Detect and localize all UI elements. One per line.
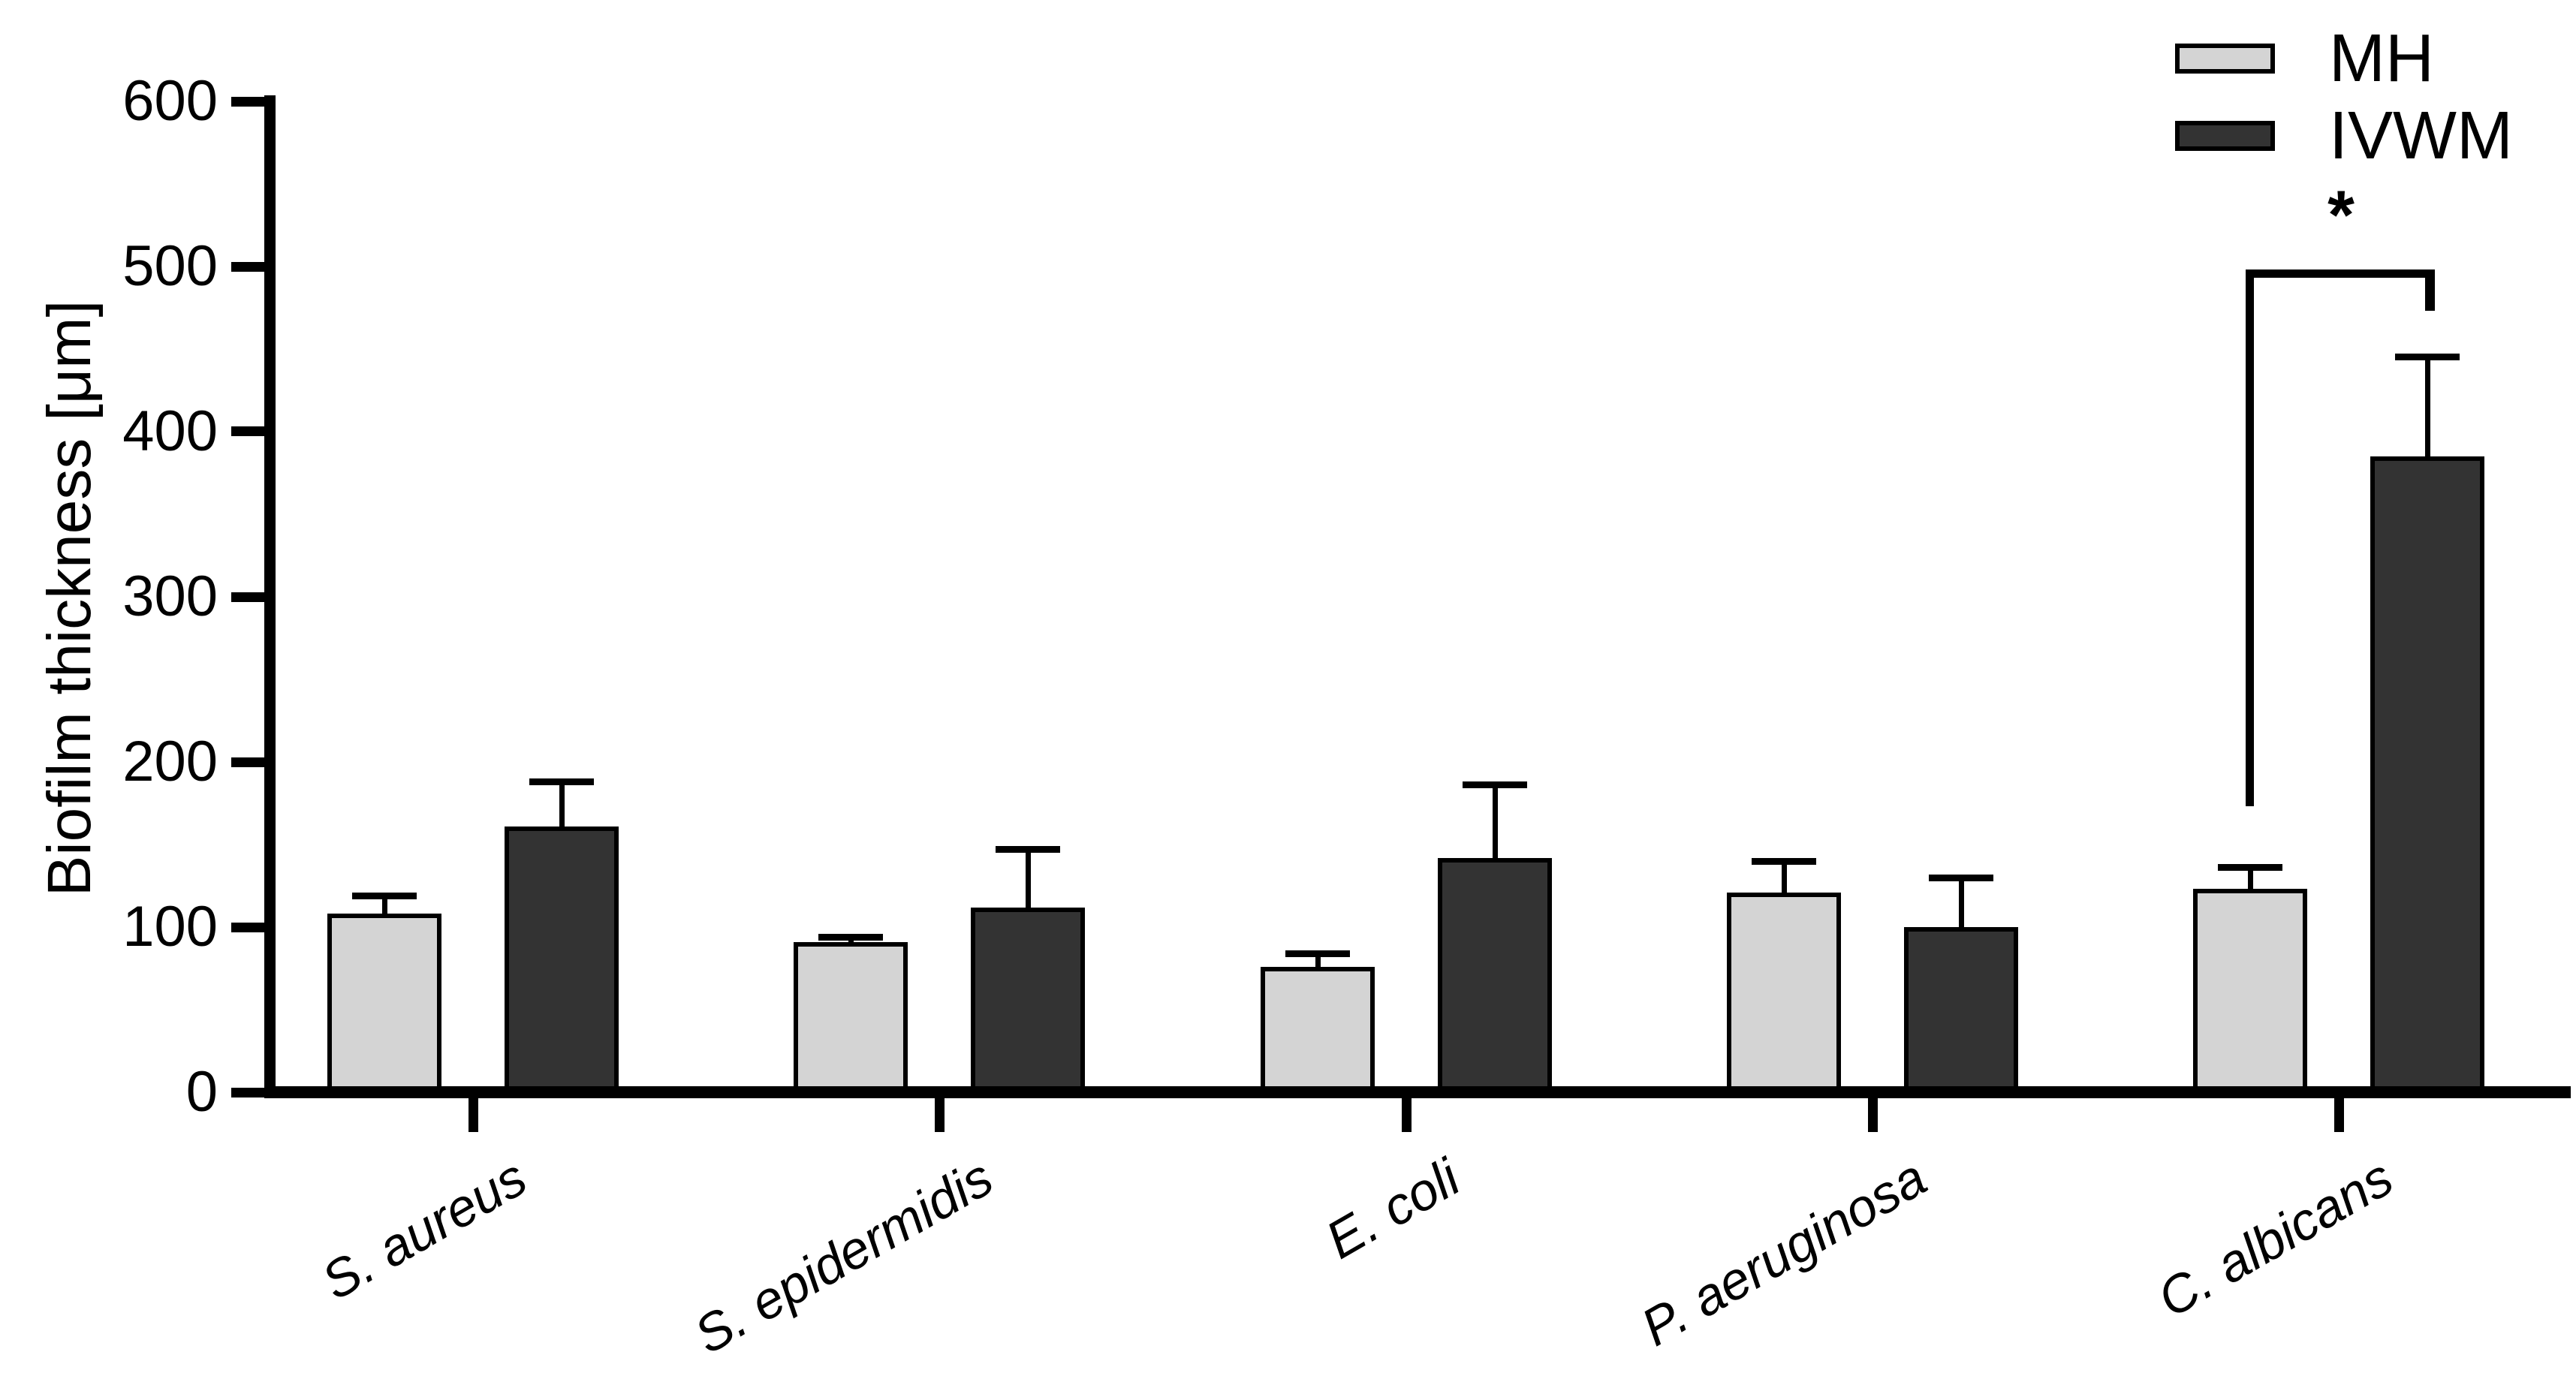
x-tick bbox=[469, 1098, 478, 1132]
bar-mh-s-epidermidis bbox=[794, 942, 908, 1095]
x-tick bbox=[2334, 1098, 2344, 1132]
y-tick-label: 300 bbox=[122, 565, 218, 628]
x-tick bbox=[1868, 1098, 1878, 1132]
y-tick-label: 200 bbox=[122, 730, 218, 793]
bar-ivwm-s-epidermidis bbox=[971, 908, 1085, 1095]
bar-ivwm-e-coli bbox=[1438, 858, 1552, 1095]
y-tick bbox=[231, 426, 273, 436]
error-bar-cap-mh-e-coli bbox=[1285, 950, 1350, 957]
x-category-label: C. albicans bbox=[2147, 1147, 2403, 1329]
error-bar-stem-ivwm-s-aureus bbox=[559, 781, 565, 833]
x-category-label: S. epidermidis bbox=[685, 1147, 1003, 1365]
error-bar-cap-mh-p-aeruginosa bbox=[1752, 858, 1816, 865]
bar-mh-p-aeruginosa bbox=[1727, 893, 1841, 1095]
error-bar-stem-ivwm-p-aeruginosa bbox=[1959, 878, 1964, 935]
y-tick-label: 0 bbox=[185, 1060, 218, 1124]
y-tick-label: 400 bbox=[122, 399, 218, 463]
error-bar-stem-ivwm-s-epidermidis bbox=[1026, 850, 1031, 915]
bar-ivwm-p-aeruginosa bbox=[1904, 927, 2018, 1095]
legend-swatch-mh bbox=[2175, 44, 2275, 74]
x-tick bbox=[1402, 1098, 1412, 1132]
y-tick bbox=[231, 923, 273, 932]
bar-mh-e-coli bbox=[1261, 967, 1375, 1095]
error-bar-cap-ivwm-s-epidermidis bbox=[996, 846, 1060, 853]
significance-bracket-right-drop bbox=[2425, 269, 2435, 311]
x-category-label: P. aeruginosa bbox=[1631, 1147, 1936, 1357]
bar-mh-c-albicans bbox=[2193, 889, 2307, 1095]
significance-bracket-horizontal bbox=[2246, 269, 2435, 278]
x-category-label: E. coli bbox=[1316, 1147, 1470, 1270]
error-bar-stem-mh-s-aureus bbox=[382, 896, 387, 921]
error-bar-cap-ivwm-p-aeruginosa bbox=[1929, 875, 1993, 881]
error-bar-cap-ivwm-e-coli bbox=[1463, 781, 1527, 788]
bar-mh-s-aureus bbox=[327, 914, 441, 1095]
error-bar-cap-mh-s-aureus bbox=[352, 893, 417, 899]
bar-ivwm-s-aureus bbox=[505, 827, 619, 1095]
error-bar-stem-ivwm-c-albicans bbox=[2425, 357, 2430, 464]
error-bar-cap-mh-s-epidermidis bbox=[818, 934, 883, 941]
legend-swatch-ivwm bbox=[2175, 121, 2275, 151]
error-bar-stem-mh-p-aeruginosa bbox=[1782, 861, 1787, 900]
y-tick bbox=[231, 592, 273, 602]
error-bar-cap-ivwm-s-aureus bbox=[529, 778, 594, 785]
y-tick bbox=[231, 1088, 273, 1097]
error-bar-stem-ivwm-e-coli bbox=[1493, 785, 1498, 866]
x-category-label: S. aureus bbox=[312, 1147, 537, 1311]
bar-ivwm-c-albicans bbox=[2370, 456, 2484, 1095]
y-tick-label: 500 bbox=[122, 234, 218, 298]
significance-asterisk: * bbox=[2327, 177, 2355, 254]
error-bar-cap-mh-c-albicans bbox=[2218, 864, 2282, 871]
error-bar-cap-ivwm-c-albicans bbox=[2395, 354, 2460, 360]
error-bar-stem-mh-e-coli bbox=[1315, 953, 1321, 974]
legend-label-ivwm: IVWM bbox=[2329, 98, 2513, 173]
significance-bracket-left-drop bbox=[2246, 269, 2254, 806]
y-tick-label: 100 bbox=[122, 895, 218, 959]
error-bar-stem-mh-c-albicans bbox=[2248, 868, 2253, 897]
y-tick bbox=[231, 262, 273, 272]
x-tick bbox=[935, 1098, 945, 1132]
x-axis-baseline bbox=[264, 1086, 2571, 1098]
y-tick bbox=[231, 757, 273, 767]
legend-label-mh: MH bbox=[2329, 21, 2434, 96]
y-tick-label: 600 bbox=[122, 69, 218, 133]
y-tick bbox=[231, 97, 273, 107]
